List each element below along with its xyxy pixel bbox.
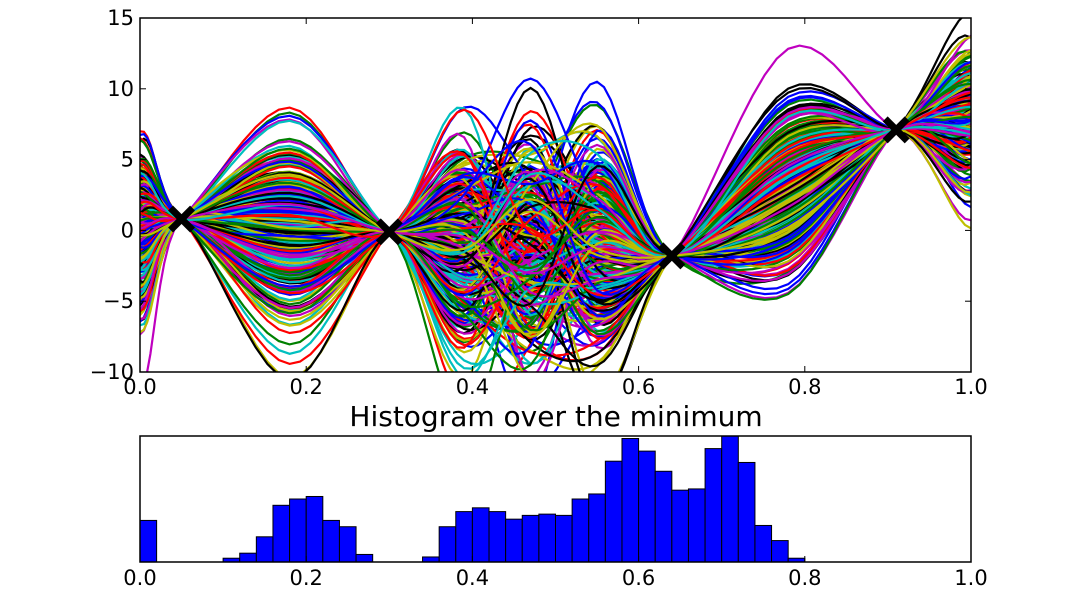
histogram-title: Histogram over the minimum	[349, 400, 762, 433]
histogram-bar	[272, 504, 291, 563]
histogram-bar	[422, 556, 440, 563]
histogram-bar	[721, 435, 739, 563]
x-tick-label: 0.2	[289, 375, 322, 399]
histogram-bar	[255, 536, 274, 563]
histogram-frame	[139, 435, 972, 563]
observation-marker	[658, 242, 686, 270]
histogram-bar	[471, 507, 490, 563]
x-tick-label: 0.8	[788, 375, 821, 399]
histogram-bar	[737, 461, 756, 563]
histogram-bar	[588, 493, 606, 563]
y-tick-label: −5	[103, 289, 134, 313]
y-tick-label: 10	[107, 77, 134, 101]
observation-markers	[168, 116, 910, 270]
histogram-bar	[488, 511, 507, 563]
hist-x-tick-label: 1.0	[954, 566, 987, 590]
x-tick-label: 0.0	[123, 375, 156, 399]
hist-x-tick-label: 0.0	[123, 566, 156, 590]
histogram-bar	[322, 519, 340, 563]
histogram-bar	[638, 450, 656, 563]
x-tick-label: 0.4	[456, 375, 489, 399]
histogram-bar	[355, 553, 374, 563]
histogram-bar	[505, 518, 523, 563]
histogram-bar	[139, 519, 158, 563]
observation-marker	[168, 205, 196, 233]
x-tick-label: 0.6	[622, 375, 655, 399]
x-tick-label: 1.0	[954, 375, 987, 399]
histogram-bar	[621, 438, 640, 563]
histogram-bars	[139, 435, 806, 563]
histogram-bar	[704, 448, 723, 563]
histogram-bar	[289, 498, 307, 563]
observation-marker	[375, 218, 403, 246]
histogram-bar	[538, 513, 557, 563]
histogram-plot: Histogram over the minimum 0.0 0.2 0.4 0.6 0…	[123, 400, 987, 590]
top-x-axis: 0.0 0.2 0.4 0.6 0.8 1.0	[123, 18, 988, 399]
top-plot-frame	[139, 17, 972, 373]
histogram-bar	[654, 470, 673, 563]
histogram-bar	[521, 514, 540, 563]
histogram-bar	[604, 460, 623, 563]
histogram-bar	[671, 489, 689, 563]
histogram-bar	[305, 495, 324, 563]
hist-x-tick-label: 0.2	[289, 566, 322, 590]
y-tick-label: 0	[121, 218, 134, 242]
histogram-bar	[239, 552, 257, 563]
samples-plot: 0.0 0.2 0.4 0.6 0.8 1.0 −10 −5 0 5 10 15	[90, 6, 988, 399]
hist-x-tick-label: 0.4	[456, 566, 489, 590]
y-tick-label: −10	[90, 360, 134, 384]
hist-x-tick-label: 0.8	[788, 566, 821, 590]
histogram-bar	[338, 526, 357, 563]
observation-marker	[882, 116, 910, 144]
hist-x-tick-label: 0.6	[622, 566, 655, 590]
histogram-bar	[771, 540, 789, 563]
histogram-bar	[687, 488, 706, 563]
sample-curves	[140, 18, 971, 372]
histogram-bar	[438, 526, 457, 563]
histogram-bar	[571, 498, 590, 563]
y-tick-label: 15	[107, 6, 134, 30]
histogram-bar	[455, 511, 473, 563]
histogram-bar	[555, 514, 573, 563]
histogram-x-axis: 0.0 0.2 0.4 0.6 0.8 1.0	[123, 556, 988, 590]
histogram-bar	[754, 524, 773, 563]
top-y-axis: −10 −5 0 5 10 15	[90, 6, 971, 384]
y-tick-label: 5	[121, 148, 134, 172]
